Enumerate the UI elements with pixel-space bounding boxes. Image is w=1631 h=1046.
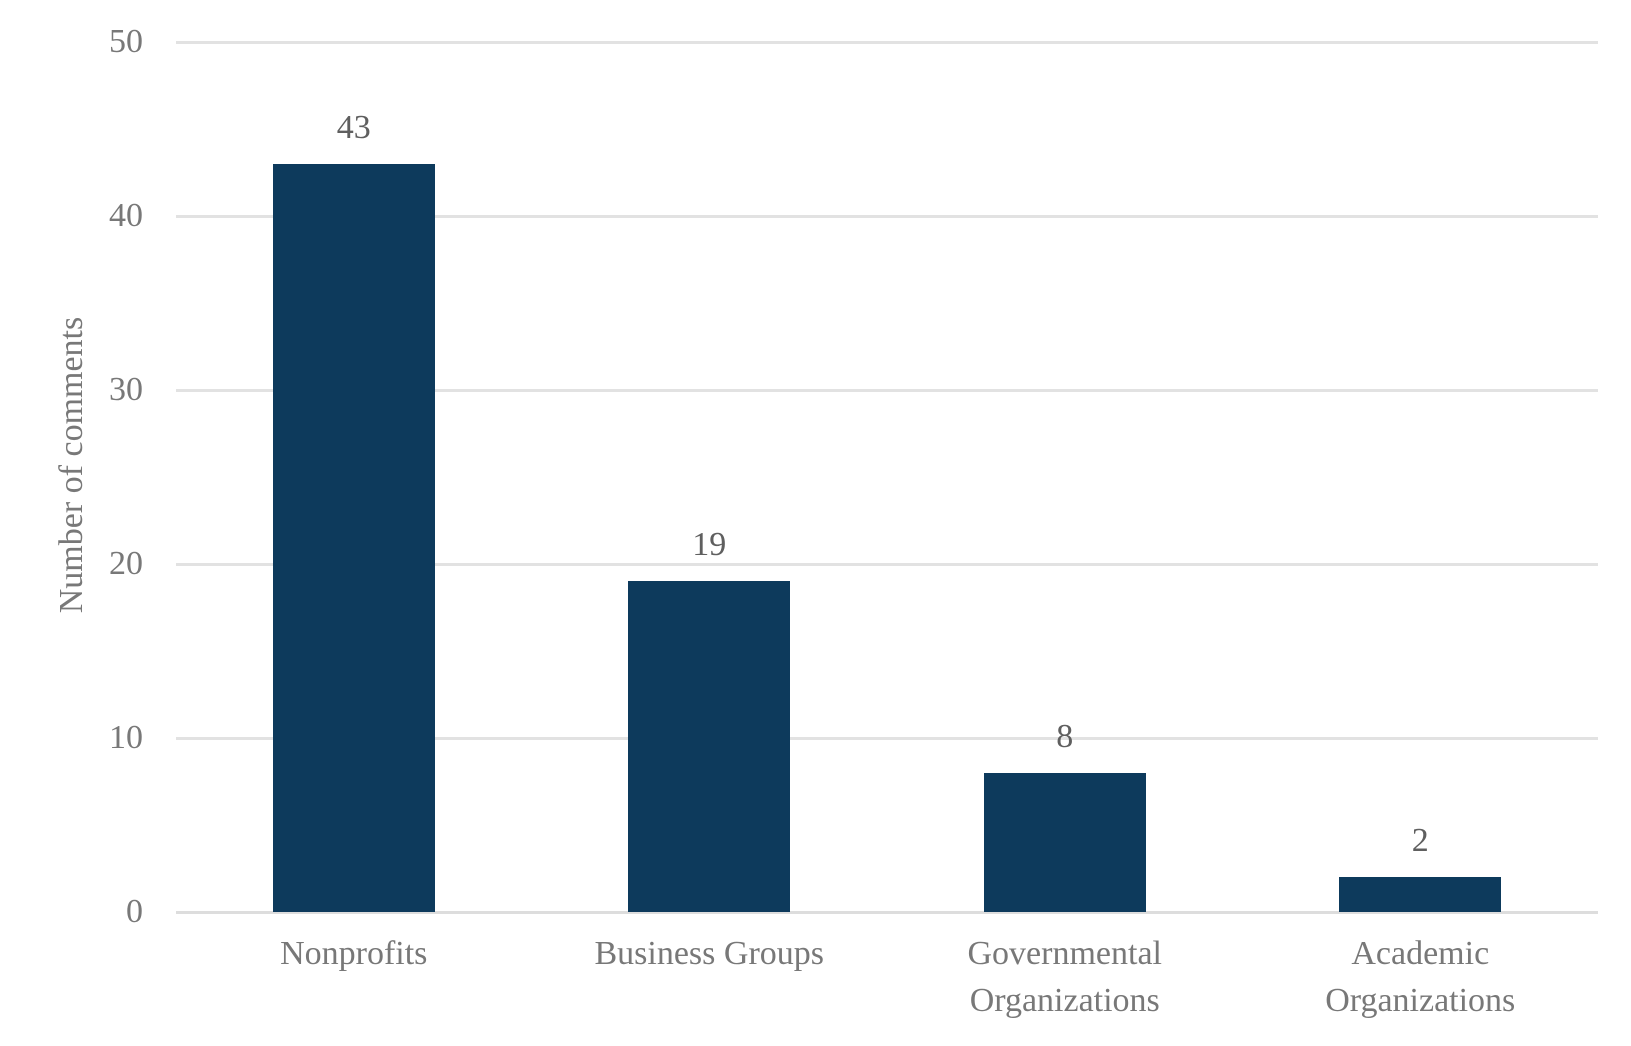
gridline-y-20 bbox=[176, 562, 1598, 566]
bar-value-label: 43 bbox=[336, 108, 371, 146]
gridline-y-50 bbox=[176, 40, 1598, 44]
plot-area: 43 19 8 2 bbox=[176, 40, 1599, 914]
gridline-y-0 bbox=[176, 910, 1598, 914]
bar bbox=[1339, 877, 1502, 912]
category-label: Nonprofits bbox=[280, 935, 428, 972]
bar-column-2: 8 bbox=[887, 42, 1243, 912]
y-tick-label-20: 20 bbox=[109, 545, 143, 582]
y-tick-label-40: 40 bbox=[109, 197, 143, 234]
gridline-y-30 bbox=[176, 388, 1598, 392]
bar-value-label: 8 bbox=[1056, 717, 1074, 755]
y-tick-label-30: 30 bbox=[109, 371, 143, 408]
category-label: Business Groups bbox=[594, 935, 825, 972]
y-tick-label-10: 10 bbox=[109, 719, 143, 756]
bar bbox=[272, 163, 435, 912]
bar-column-3: 2 bbox=[1243, 42, 1599, 912]
category-label: Academic Organizations bbox=[1325, 935, 1516, 1019]
gridline-y-10 bbox=[176, 736, 1598, 740]
bar-value-label: 19 bbox=[692, 526, 727, 564]
gridline-y-40 bbox=[176, 214, 1598, 218]
bar-column-0: 43 bbox=[176, 42, 532, 912]
bar bbox=[628, 581, 791, 912]
bar-column-1: 19 bbox=[532, 42, 888, 912]
y-tick-label-50: 50 bbox=[109, 23, 143, 60]
bar-value-label: 2 bbox=[1411, 822, 1429, 860]
category-label: Governmental Organizations bbox=[967, 935, 1163, 1019]
y-tick-label-0: 0 bbox=[126, 893, 143, 930]
bar bbox=[983, 772, 1146, 912]
x-axis-category-labels: Nonprofits Business Groups Governmental Or… bbox=[176, 930, 1598, 1024]
